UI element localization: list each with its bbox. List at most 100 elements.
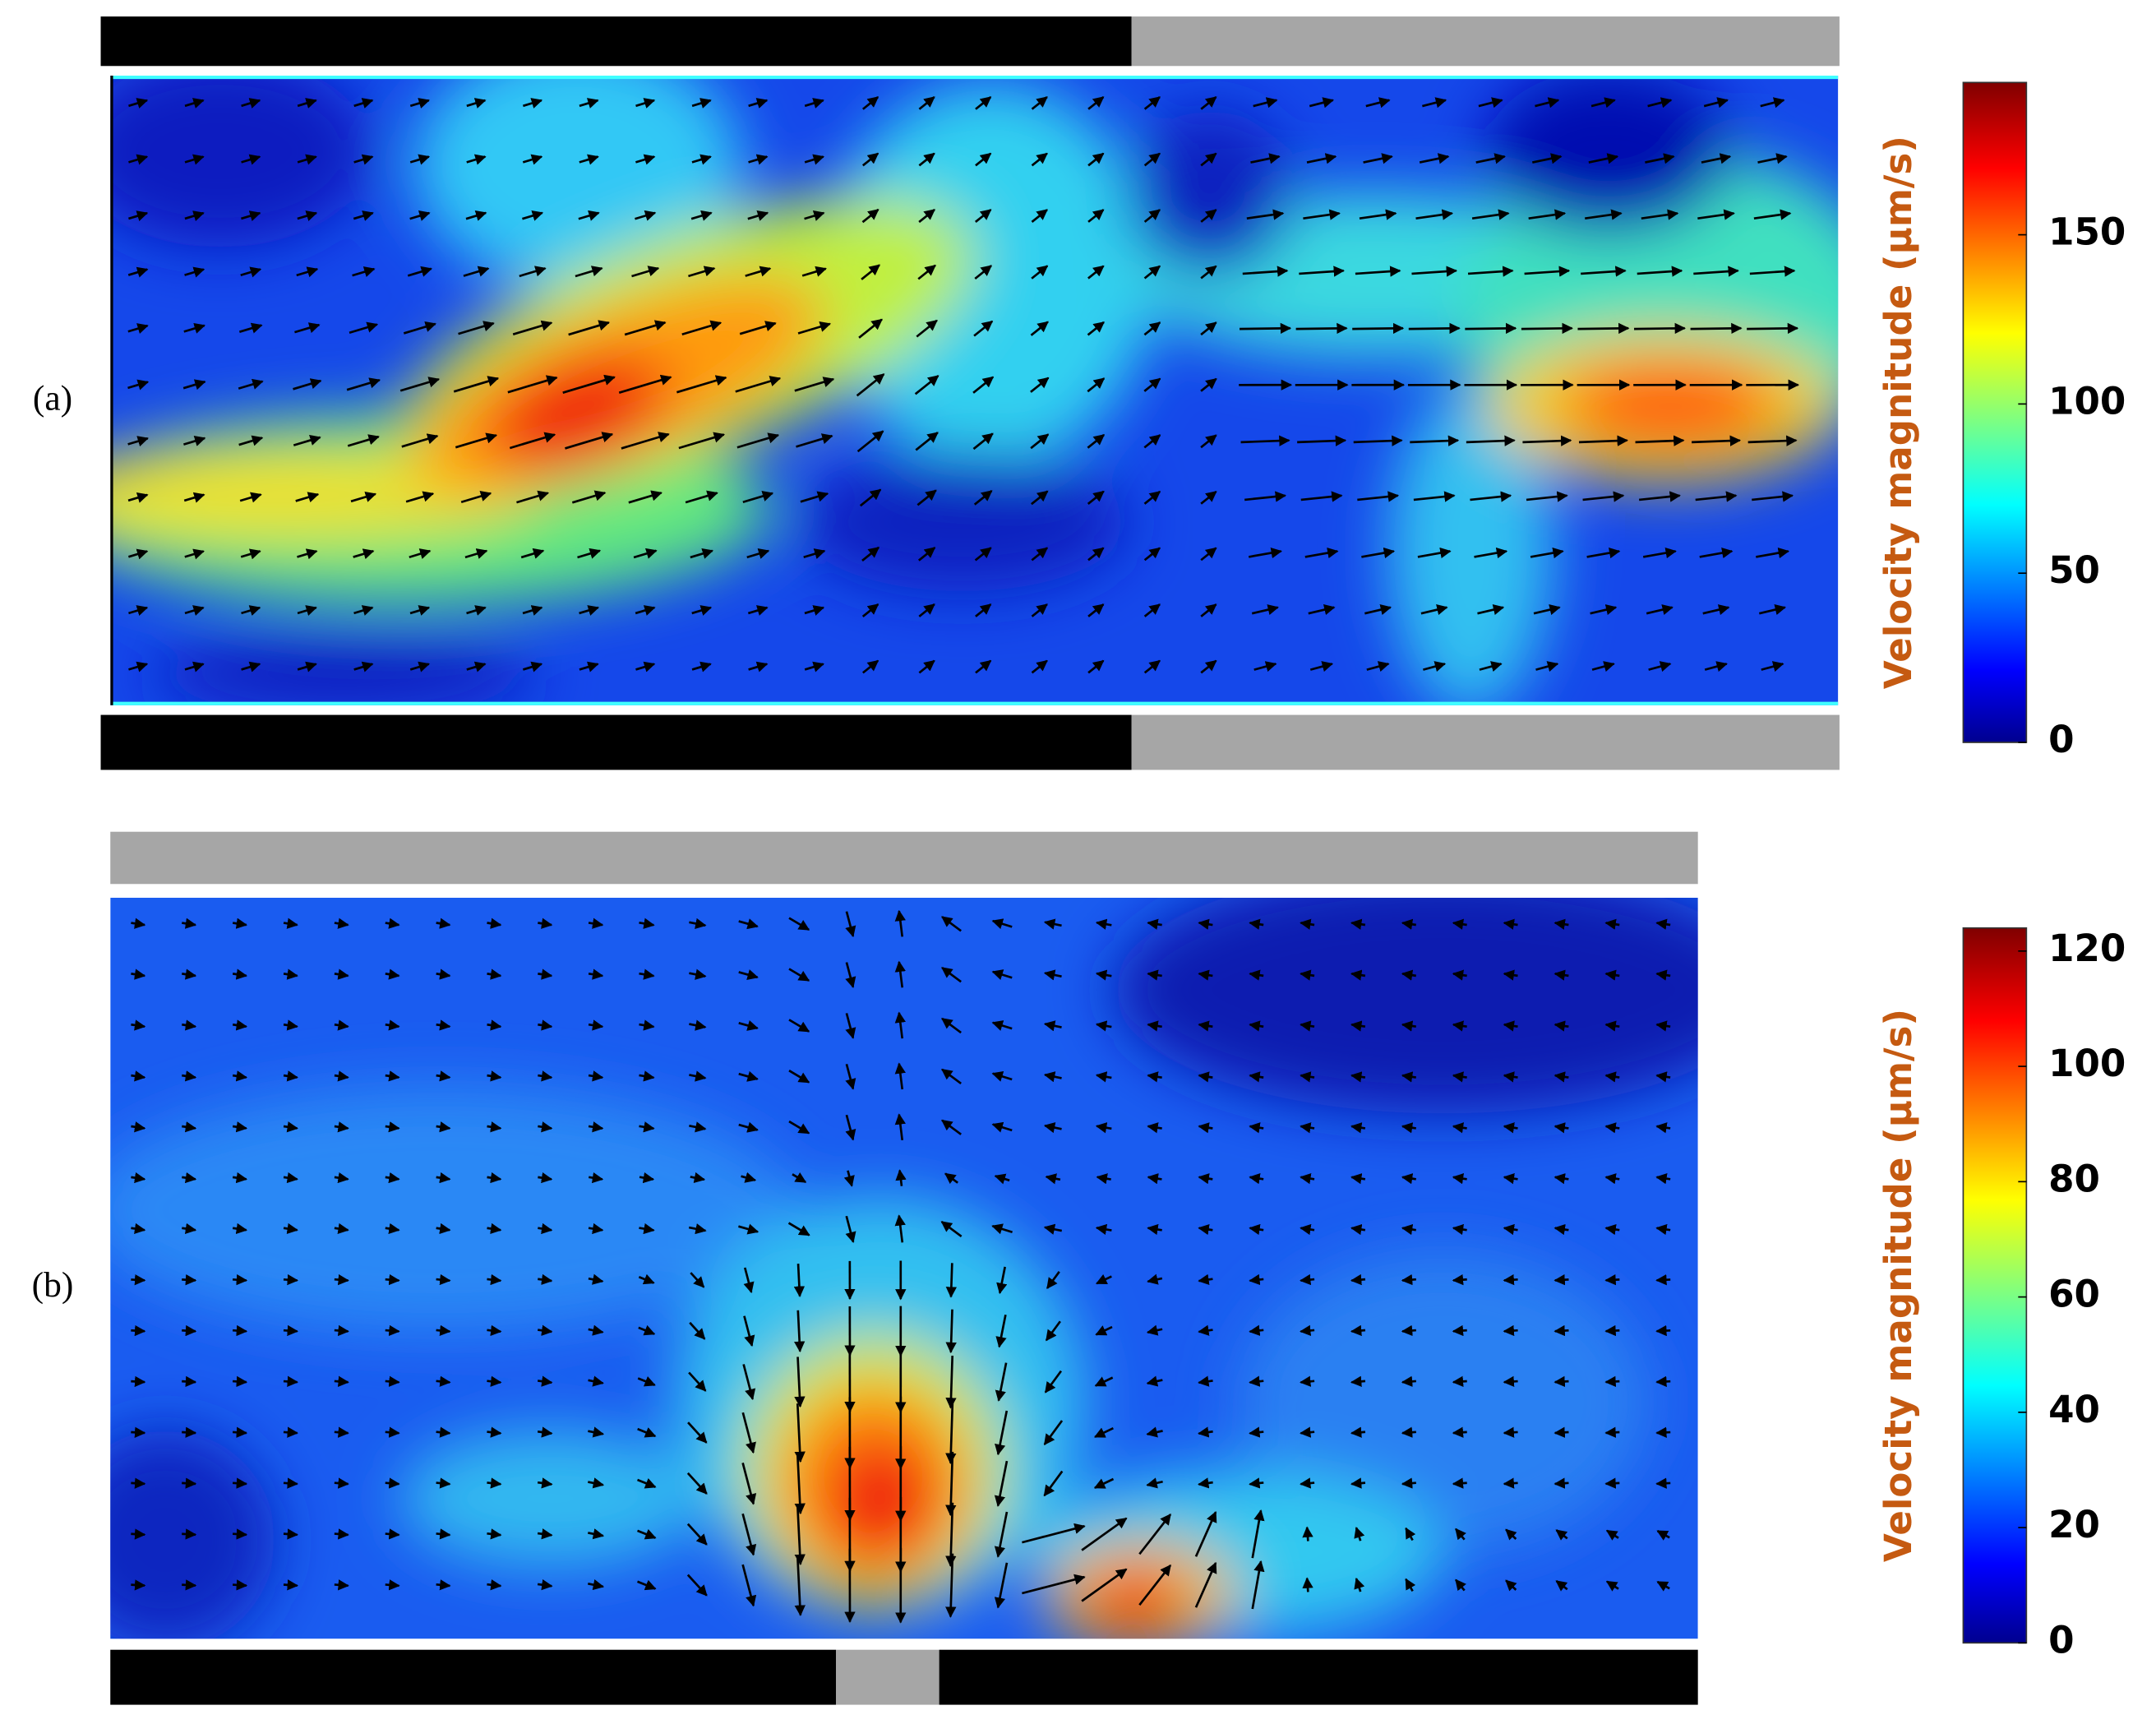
flow-arrow [794,1357,806,1408]
flow-arrow [283,1019,298,1031]
flow-arrow [631,266,660,278]
flow-arrow [687,1421,708,1444]
flow-arrow [741,1172,757,1183]
flow-arrow [787,1222,810,1236]
flow-arrow [436,1172,451,1184]
flow-arrow [1532,153,1563,164]
flow-arrow [1655,1273,1671,1286]
flow-arrow [283,1121,298,1133]
flow-arrow [537,1426,553,1438]
flow-arrow [1198,1223,1213,1236]
flow-arrow [538,968,553,980]
flow-arrow [894,1113,906,1141]
flow-arrow [991,918,1013,930]
flow-arrow [1535,661,1559,672]
flow-arrow [794,1555,806,1616]
flow-arrow [436,1273,451,1286]
flow-arrow [639,1070,655,1082]
flow-arrow [409,154,431,165]
flow-arrow [407,266,432,277]
flow-arrow [845,1215,856,1244]
flow-arrow [538,1324,553,1336]
flow-arrow [974,547,992,562]
flow-arrow [1350,1375,1366,1387]
flow-arrow [182,1579,197,1591]
flow-arrow [1452,969,1467,981]
flow-arrow [858,318,883,339]
colorbar-tick-label: 0 [2048,1618,2074,1662]
flow-arrow [1401,1122,1416,1134]
flow-arrow [1087,659,1105,674]
flow-arrow [689,1321,706,1340]
flow-arrow [403,321,436,335]
flow-arrow [334,968,349,980]
flow-arrow [1030,321,1049,336]
flow-arrow [1452,1375,1467,1388]
flow-arrow [1031,265,1049,280]
flow-arrow [487,1579,502,1591]
flow-arrow [1081,1568,1128,1602]
flow-arrow [1405,1527,1416,1541]
flow-arrow [588,1324,604,1336]
flow-arrow [1353,435,1403,446]
flow-arrow [689,917,707,929]
flow-arrow [385,1121,400,1133]
flow-arrow [436,1477,451,1489]
flow-arrow [797,321,832,335]
flow-arrow [436,1070,451,1082]
flow-arrow [184,266,205,278]
flow-arrow [1350,1273,1366,1286]
flow-arrow [1043,1470,1064,1497]
flow-arrow [1043,1122,1062,1134]
flow-arrow [1249,1273,1264,1286]
flow-arrow [385,1223,400,1235]
flow-arrow [232,1528,248,1540]
flow-arrow [1455,1528,1466,1541]
flow-arrow [861,546,880,562]
flow-arrow [804,661,824,672]
flow-arrow [487,1172,502,1184]
flow-arrow [1452,1426,1467,1438]
flow-arrow [1300,1071,1315,1083]
flow-arrow [1143,152,1161,167]
flow-arrow [637,1376,656,1387]
flow-arrow [794,1403,806,1463]
flow-arrow [578,210,600,221]
flow-arrow [1200,152,1217,167]
flow-arrow [385,1477,400,1489]
flow-arrow [635,154,656,165]
flow-arrow [1586,547,1621,559]
flow-arrow [487,1528,502,1540]
flow-arrow [522,661,543,672]
electrode-bar [100,714,1132,770]
flow-arrow [436,1528,451,1540]
flow-arrow [1704,661,1728,672]
flow-arrow [1503,1324,1518,1337]
gap-bar [836,1649,939,1705]
flow-arrow [1590,604,1618,616]
flow-arrow [973,490,993,506]
flow-arrow [843,1170,855,1187]
flow-arrow [1300,969,1315,981]
flow-arrow [1249,1375,1264,1387]
flow-arrow [1146,1477,1163,1489]
flow-arrow [746,548,770,559]
flow-arrow [738,918,759,930]
colorbar [1962,81,2028,743]
flow-arrow [1363,153,1393,164]
flow-arrow [127,548,149,560]
flow-arrow [241,98,261,109]
flow-arrow [1297,435,1347,446]
flow-arrow [241,154,261,165]
flow-arrow [788,1120,810,1135]
flow-arrow [1250,153,1281,164]
flow-arrow [1198,1477,1213,1489]
flow-arrow [1530,547,1564,559]
flow-arrow [232,1273,248,1286]
flow-arrow [353,98,374,109]
flow-arrow [1478,97,1503,109]
flow-arrow [1147,1273,1163,1285]
flow-arrow [128,605,149,616]
flow-arrow [1249,1020,1264,1032]
flow-arrow [1503,918,1518,930]
